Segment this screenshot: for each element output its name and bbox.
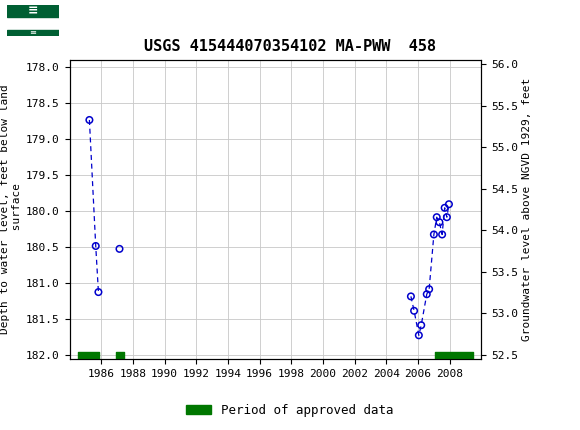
Point (406, 293, 415, 300)
Text: USGS 415444070354102 MA-PWW  458: USGS 415444070354102 MA-PWW 458 (144, 39, 436, 54)
Point (91, 243, 100, 249)
Point (425, 286, 434, 293)
Point (94, 289, 103, 295)
Y-axis label: Depth to water level, feet below land
 surface: Depth to water level, feet below land su… (1, 85, 22, 335)
Point (432, 214, 441, 221)
Point (437, 231, 447, 238)
Point (442, 214, 451, 221)
Point (444, 201, 454, 208)
Legend: Period of approved data: Period of approved data (181, 399, 399, 421)
Y-axis label: Groundwater level above NGVD 1929, feet: Groundwater level above NGVD 1929, feet (522, 78, 532, 341)
Point (85, 117, 94, 123)
Point (416, 322, 426, 329)
Point (429, 231, 438, 238)
Point (115, 246, 124, 252)
Point (435, 219, 444, 226)
Point (409, 307, 419, 314)
Point (422, 291, 432, 298)
Text: USGS: USGS (67, 12, 122, 29)
Point (414, 332, 423, 339)
Point (440, 204, 450, 211)
